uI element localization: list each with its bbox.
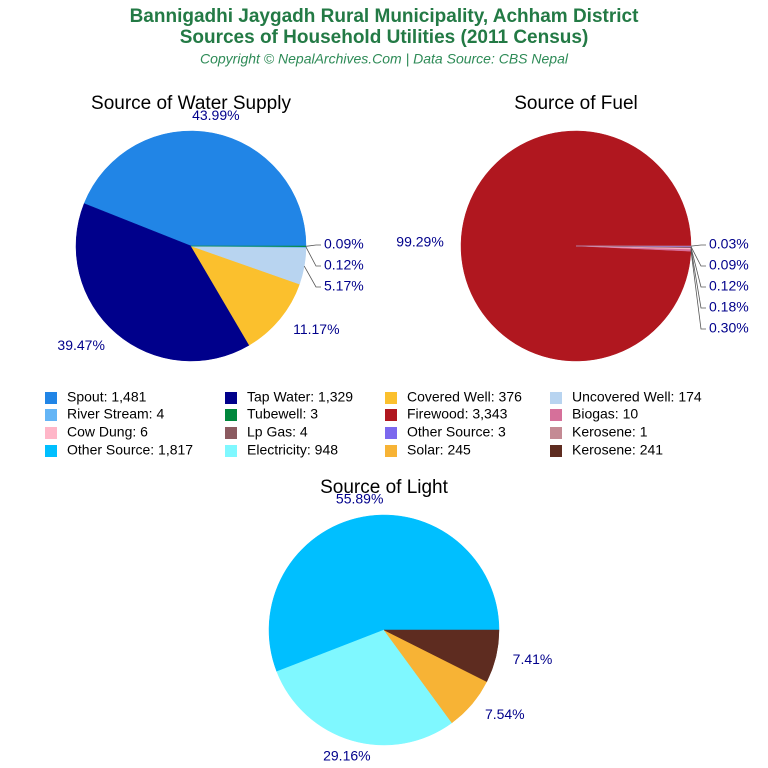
leader-line: [690, 248, 706, 309]
slice-label: 11.17%: [293, 321, 339, 337]
pie-slice: [75, 203, 250, 362]
legend-label: Solar: 245: [407, 442, 471, 458]
slice-label: 99.29%: [396, 234, 443, 250]
leader-line: [690, 247, 706, 288]
slice-label: 0.09%: [324, 236, 364, 252]
leader-line: [303, 265, 321, 288]
slice-label: 0.03%: [709, 236, 749, 252]
legend-swatch: [550, 409, 562, 421]
legend-swatch: [385, 427, 397, 439]
legend-label: Covered Well: 376: [407, 389, 522, 405]
legend-swatch: [45, 409, 57, 421]
legend-swatch: [385, 409, 397, 421]
legend-label: Lp Gas: 4: [247, 424, 308, 440]
legend-swatch: [385, 392, 397, 404]
legend-swatch: [385, 445, 397, 457]
page-title: Bannigadhi Jaygadh Rural Municipality, A…: [130, 6, 640, 27]
slice-label: 29.16%: [323, 748, 370, 764]
slice-label: 43.99%: [192, 107, 239, 123]
leader-line: [690, 250, 706, 330]
slice-label: 0.18%: [709, 299, 749, 315]
legend-swatch: [225, 392, 237, 404]
page-subtitle: Copyright © NepalArchives.Com | Data Sou…: [200, 51, 569, 67]
legend-label: Cow Dung: 6: [67, 424, 148, 440]
chart-title: Source of Fuel: [514, 93, 638, 114]
pie-slice: [268, 514, 500, 672]
legend-swatch: [550, 445, 562, 457]
legend-label: Other Source: 1,817: [67, 442, 193, 458]
pie-slice: [83, 130, 307, 247]
pie-slice: [190, 245, 300, 346]
slice-label: 7.54%: [485, 706, 525, 722]
legend-label: Tubewell: 3: [247, 406, 318, 422]
legend-swatch: [45, 392, 57, 404]
slice-label: 5.17%: [324, 278, 364, 294]
chart-title: Source of Water Supply: [91, 93, 291, 114]
page-title: Sources of Household Utilities (2011 Cen…: [180, 27, 589, 48]
slice-label: 0.09%: [709, 257, 749, 273]
legend-swatch: [45, 445, 57, 457]
pie-slice: [276, 629, 453, 746]
legend-swatch: [45, 427, 57, 439]
legend-label: Other Source: 3: [407, 424, 506, 440]
pie-slice: [383, 629, 500, 682]
slice-label: 0.12%: [324, 257, 364, 273]
legend-swatch: [225, 445, 237, 457]
legend-label: Electricity: 948: [247, 442, 338, 458]
slice-label: 55.89%: [336, 491, 383, 507]
legend-label: Kerosene: 241: [572, 442, 663, 458]
slice-label: 7.41%: [513, 651, 553, 667]
legend-label: River Stream: 4: [67, 406, 164, 422]
legend-swatch: [225, 427, 237, 439]
legend-label: Biogas: 10: [572, 406, 638, 422]
legend-label: Uncovered Well: 174: [572, 389, 702, 405]
leader-line: [690, 246, 706, 267]
legend-swatch: [225, 409, 237, 421]
legend-label: Tap Water: 1,329: [247, 389, 353, 405]
legend-swatch: [550, 427, 562, 439]
legend-label: Kerosene: 1: [572, 424, 648, 440]
legend-label: Spout: 1,481: [67, 389, 147, 405]
slice-label: 0.12%: [709, 278, 749, 294]
legend-label: Firewood: 3,343: [407, 406, 508, 422]
slice-label: 39.47%: [57, 337, 104, 353]
leader-line: [305, 244, 321, 247]
leader-line: [305, 246, 321, 267]
slice-label: 0.30%: [709, 320, 749, 336]
chart-title: Source of Light: [320, 477, 449, 498]
leader-line: [690, 244, 706, 247]
legend-swatch: [550, 392, 562, 404]
